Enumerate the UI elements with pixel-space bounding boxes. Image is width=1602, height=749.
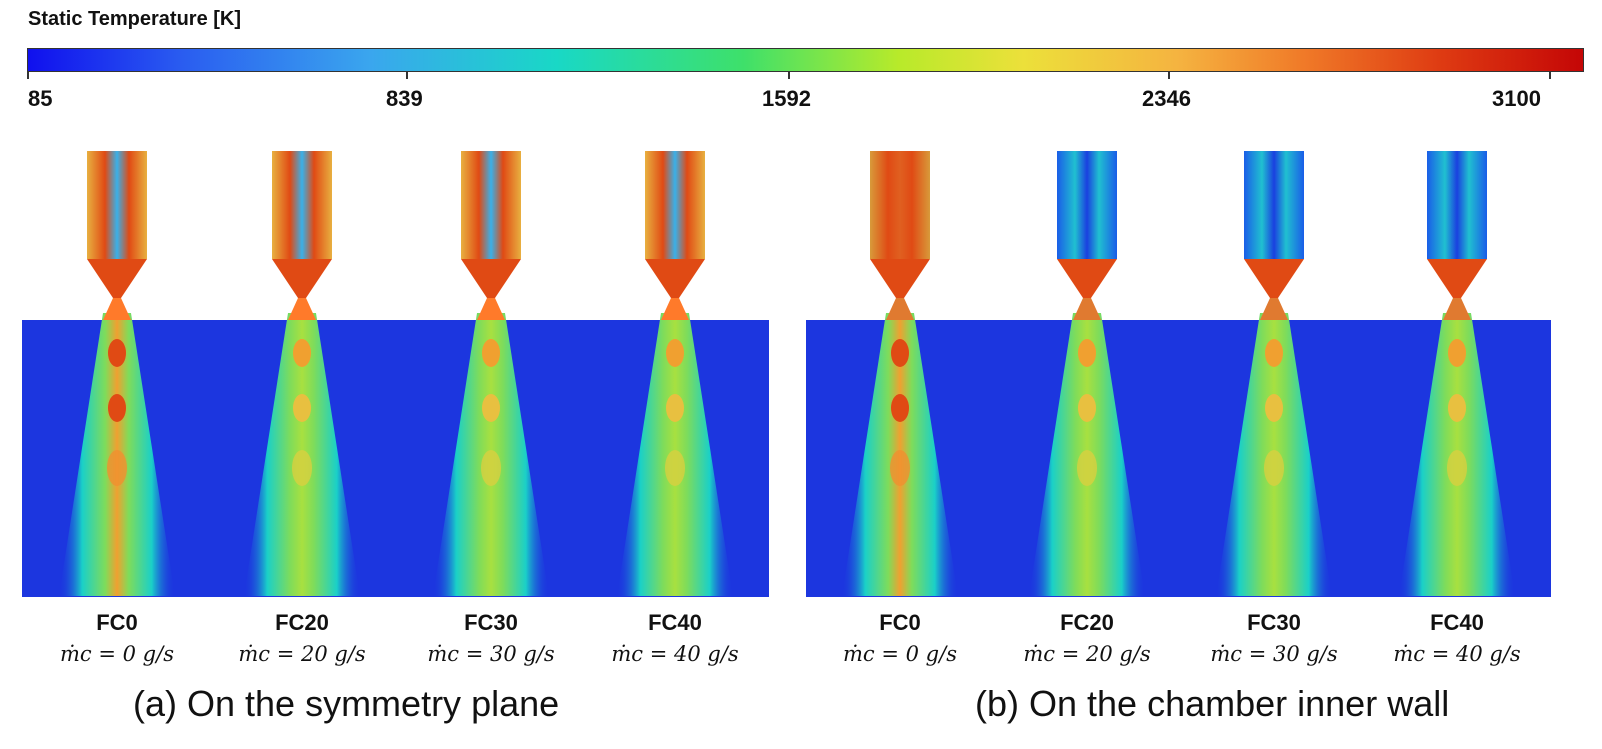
case-flow-rate: ṁc = 0 g/s bbox=[60, 642, 174, 666]
case-flow-rate: ṁc = 0 g/s bbox=[843, 642, 957, 666]
case-label: FC20 bbox=[1060, 610, 1114, 635]
panel-caption-a: (a) On the symmetry plane bbox=[133, 683, 560, 724]
temperature-field-fc40-wall bbox=[1399, 151, 1515, 596]
temperature-field-fc30-wall bbox=[1216, 151, 1332, 596]
colorbar-tick bbox=[1168, 72, 1170, 79]
colorbar-label-4: 2346 bbox=[1142, 86, 1191, 111]
colorbar-tick bbox=[27, 72, 29, 79]
case-label: FC40 bbox=[1430, 610, 1484, 635]
case-label: FC20 bbox=[275, 610, 329, 635]
case-label: FC0 bbox=[96, 610, 138, 635]
case-label: FC30 bbox=[1247, 610, 1301, 635]
case-flow-rate: ṁc = 40 g/s bbox=[1393, 642, 1521, 666]
colorbar-tick bbox=[788, 72, 790, 79]
case-label: FC40 bbox=[648, 610, 702, 635]
temperature-field-fc0-plane bbox=[59, 151, 175, 596]
temperature-field-fc20-plane bbox=[244, 151, 360, 596]
case-flow-rate: ṁc = 20 g/s bbox=[1023, 642, 1151, 666]
case-label: FC30 bbox=[464, 610, 518, 635]
temperature-field-fc0-wall bbox=[842, 151, 958, 596]
case-flow-rate: ṁc = 20 g/s bbox=[238, 642, 366, 666]
colorbar-gradient bbox=[27, 48, 1584, 72]
case-flow-rate: ṁc = 30 g/s bbox=[427, 642, 555, 666]
case-flow-rate: ṁc = 30 g/s bbox=[1210, 642, 1338, 666]
case-flow-rate: ṁc = 40 g/s bbox=[611, 642, 739, 666]
colorbar-label-max: 3100 bbox=[1492, 86, 1541, 111]
temperature-field-fc40-plane bbox=[617, 151, 733, 596]
colorbar-tick bbox=[406, 72, 408, 79]
case-label: FC0 bbox=[879, 610, 921, 635]
panel-caption-b: (b) On the chamber inner wall bbox=[975, 683, 1450, 724]
colorbar-title: Static Temperature [K] bbox=[28, 8, 242, 30]
colorbar-label-2: 839 bbox=[386, 86, 423, 111]
colorbar-tick bbox=[1549, 72, 1551, 79]
colorbar-label-3: 1592 bbox=[762, 86, 811, 111]
temperature-field-fc20-wall bbox=[1029, 151, 1145, 596]
temperature-field-fc30-plane bbox=[433, 151, 549, 596]
colorbar-label-min: 85 bbox=[28, 86, 53, 111]
